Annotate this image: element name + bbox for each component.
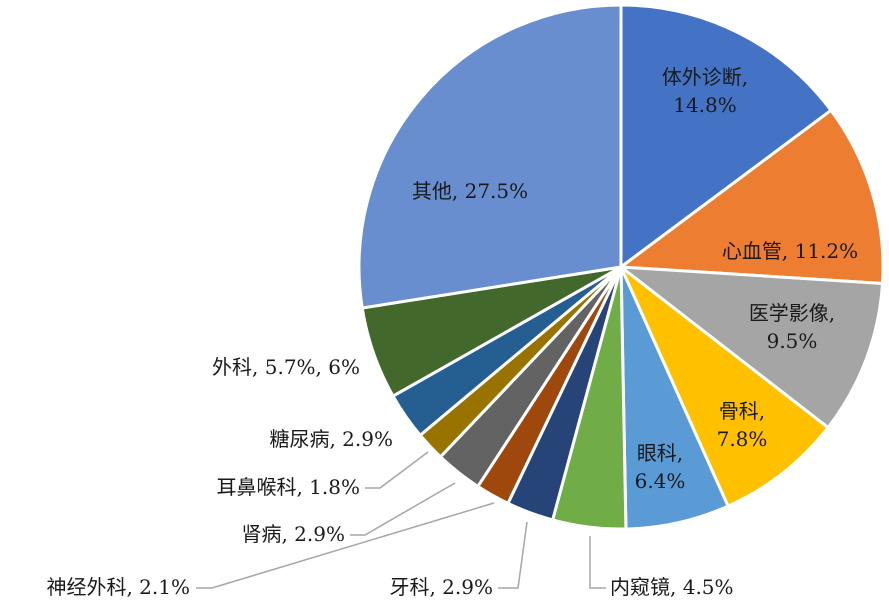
slice-label-5: 眼科, 6.4%	[635, 441, 686, 493]
slice-label-12: 外科, 5.7%, 6%	[212, 355, 360, 379]
leader-line-8	[196, 502, 495, 589]
leader-line-7	[498, 521, 528, 589]
pie-slice-4	[619, 265, 830, 508]
slice-label-8: 神经外科, 2.1%	[46, 575, 190, 599]
slice-label-7: 牙科, 2.9%	[389, 575, 493, 599]
slice-label-1: 体外诊断, 14.8%	[662, 65, 748, 117]
slice-label-2: 心血管, 11.2%	[722, 239, 858, 263]
leader-line-10	[365, 451, 429, 489]
pie-slice-13	[357, 3, 623, 310]
leader-line-9	[350, 482, 456, 536]
slice-label-10: 耳鼻喉科, 1.8%	[216, 475, 360, 499]
slice-label-13: 其他, 27.5%	[412, 179, 528, 203]
slice-label-11: 糖尿病, 2.9%	[269, 427, 393, 451]
slice-label-9: 肾病, 2.9%	[241, 522, 345, 546]
slice-label-4: 骨科, 7.8%	[717, 399, 768, 451]
pie-slice-1	[619, 3, 833, 269]
slice-label-6: 内窥镜, 4.5%	[610, 575, 734, 599]
pie-slice-2	[619, 108, 885, 285]
slice-label-3: 医学影像, 9.5%	[749, 301, 835, 353]
pie-slice-3	[619, 265, 884, 430]
leader-line-6	[589, 536, 606, 589]
